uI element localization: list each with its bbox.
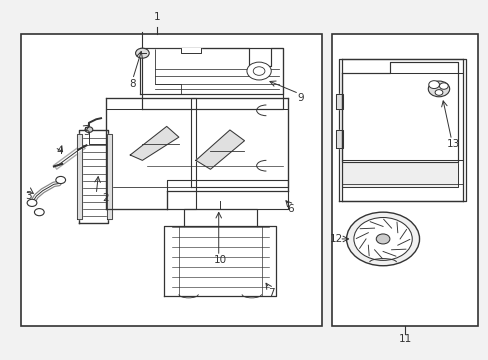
Text: 6: 6	[287, 203, 293, 213]
Polygon shape	[166, 180, 287, 208]
Polygon shape	[341, 62, 458, 162]
Circle shape	[27, 199, 37, 206]
Polygon shape	[77, 134, 81, 219]
Polygon shape	[341, 158, 458, 187]
Text: 12: 12	[329, 234, 343, 244]
Bar	[21, 33, 322, 327]
Text: 5: 5	[83, 127, 90, 137]
Circle shape	[246, 62, 271, 80]
Polygon shape	[106, 98, 287, 208]
Circle shape	[434, 90, 442, 95]
Circle shape	[427, 81, 449, 97]
Text: 8: 8	[129, 78, 136, 89]
Polygon shape	[196, 130, 244, 169]
Circle shape	[135, 48, 149, 58]
Text: 2: 2	[102, 193, 109, 203]
Polygon shape	[335, 94, 342, 109]
Text: 13: 13	[446, 139, 459, 149]
Circle shape	[85, 127, 93, 132]
Circle shape	[428, 81, 439, 89]
Text: 4: 4	[56, 147, 63, 157]
Circle shape	[439, 83, 447, 89]
Text: 9: 9	[297, 93, 303, 103]
Circle shape	[375, 234, 389, 244]
Text: 3: 3	[25, 191, 31, 201]
Text: 10: 10	[213, 255, 226, 265]
Text: 1: 1	[153, 13, 160, 22]
Circle shape	[353, 217, 411, 260]
Polygon shape	[164, 226, 276, 296]
Polygon shape	[130, 126, 179, 160]
Polygon shape	[191, 98, 287, 187]
Polygon shape	[106, 98, 196, 208]
Text: 11: 11	[398, 334, 411, 344]
Polygon shape	[107, 134, 112, 219]
Polygon shape	[341, 62, 458, 162]
Bar	[331, 33, 477, 327]
Polygon shape	[335, 130, 342, 148]
Circle shape	[346, 212, 419, 266]
Polygon shape	[79, 130, 108, 223]
Circle shape	[56, 176, 65, 184]
Polygon shape	[140, 48, 201, 53]
Circle shape	[253, 67, 264, 75]
Polygon shape	[140, 48, 283, 94]
Circle shape	[34, 208, 44, 216]
Polygon shape	[339, 59, 465, 202]
Text: 7: 7	[267, 288, 274, 297]
Polygon shape	[142, 48, 283, 109]
